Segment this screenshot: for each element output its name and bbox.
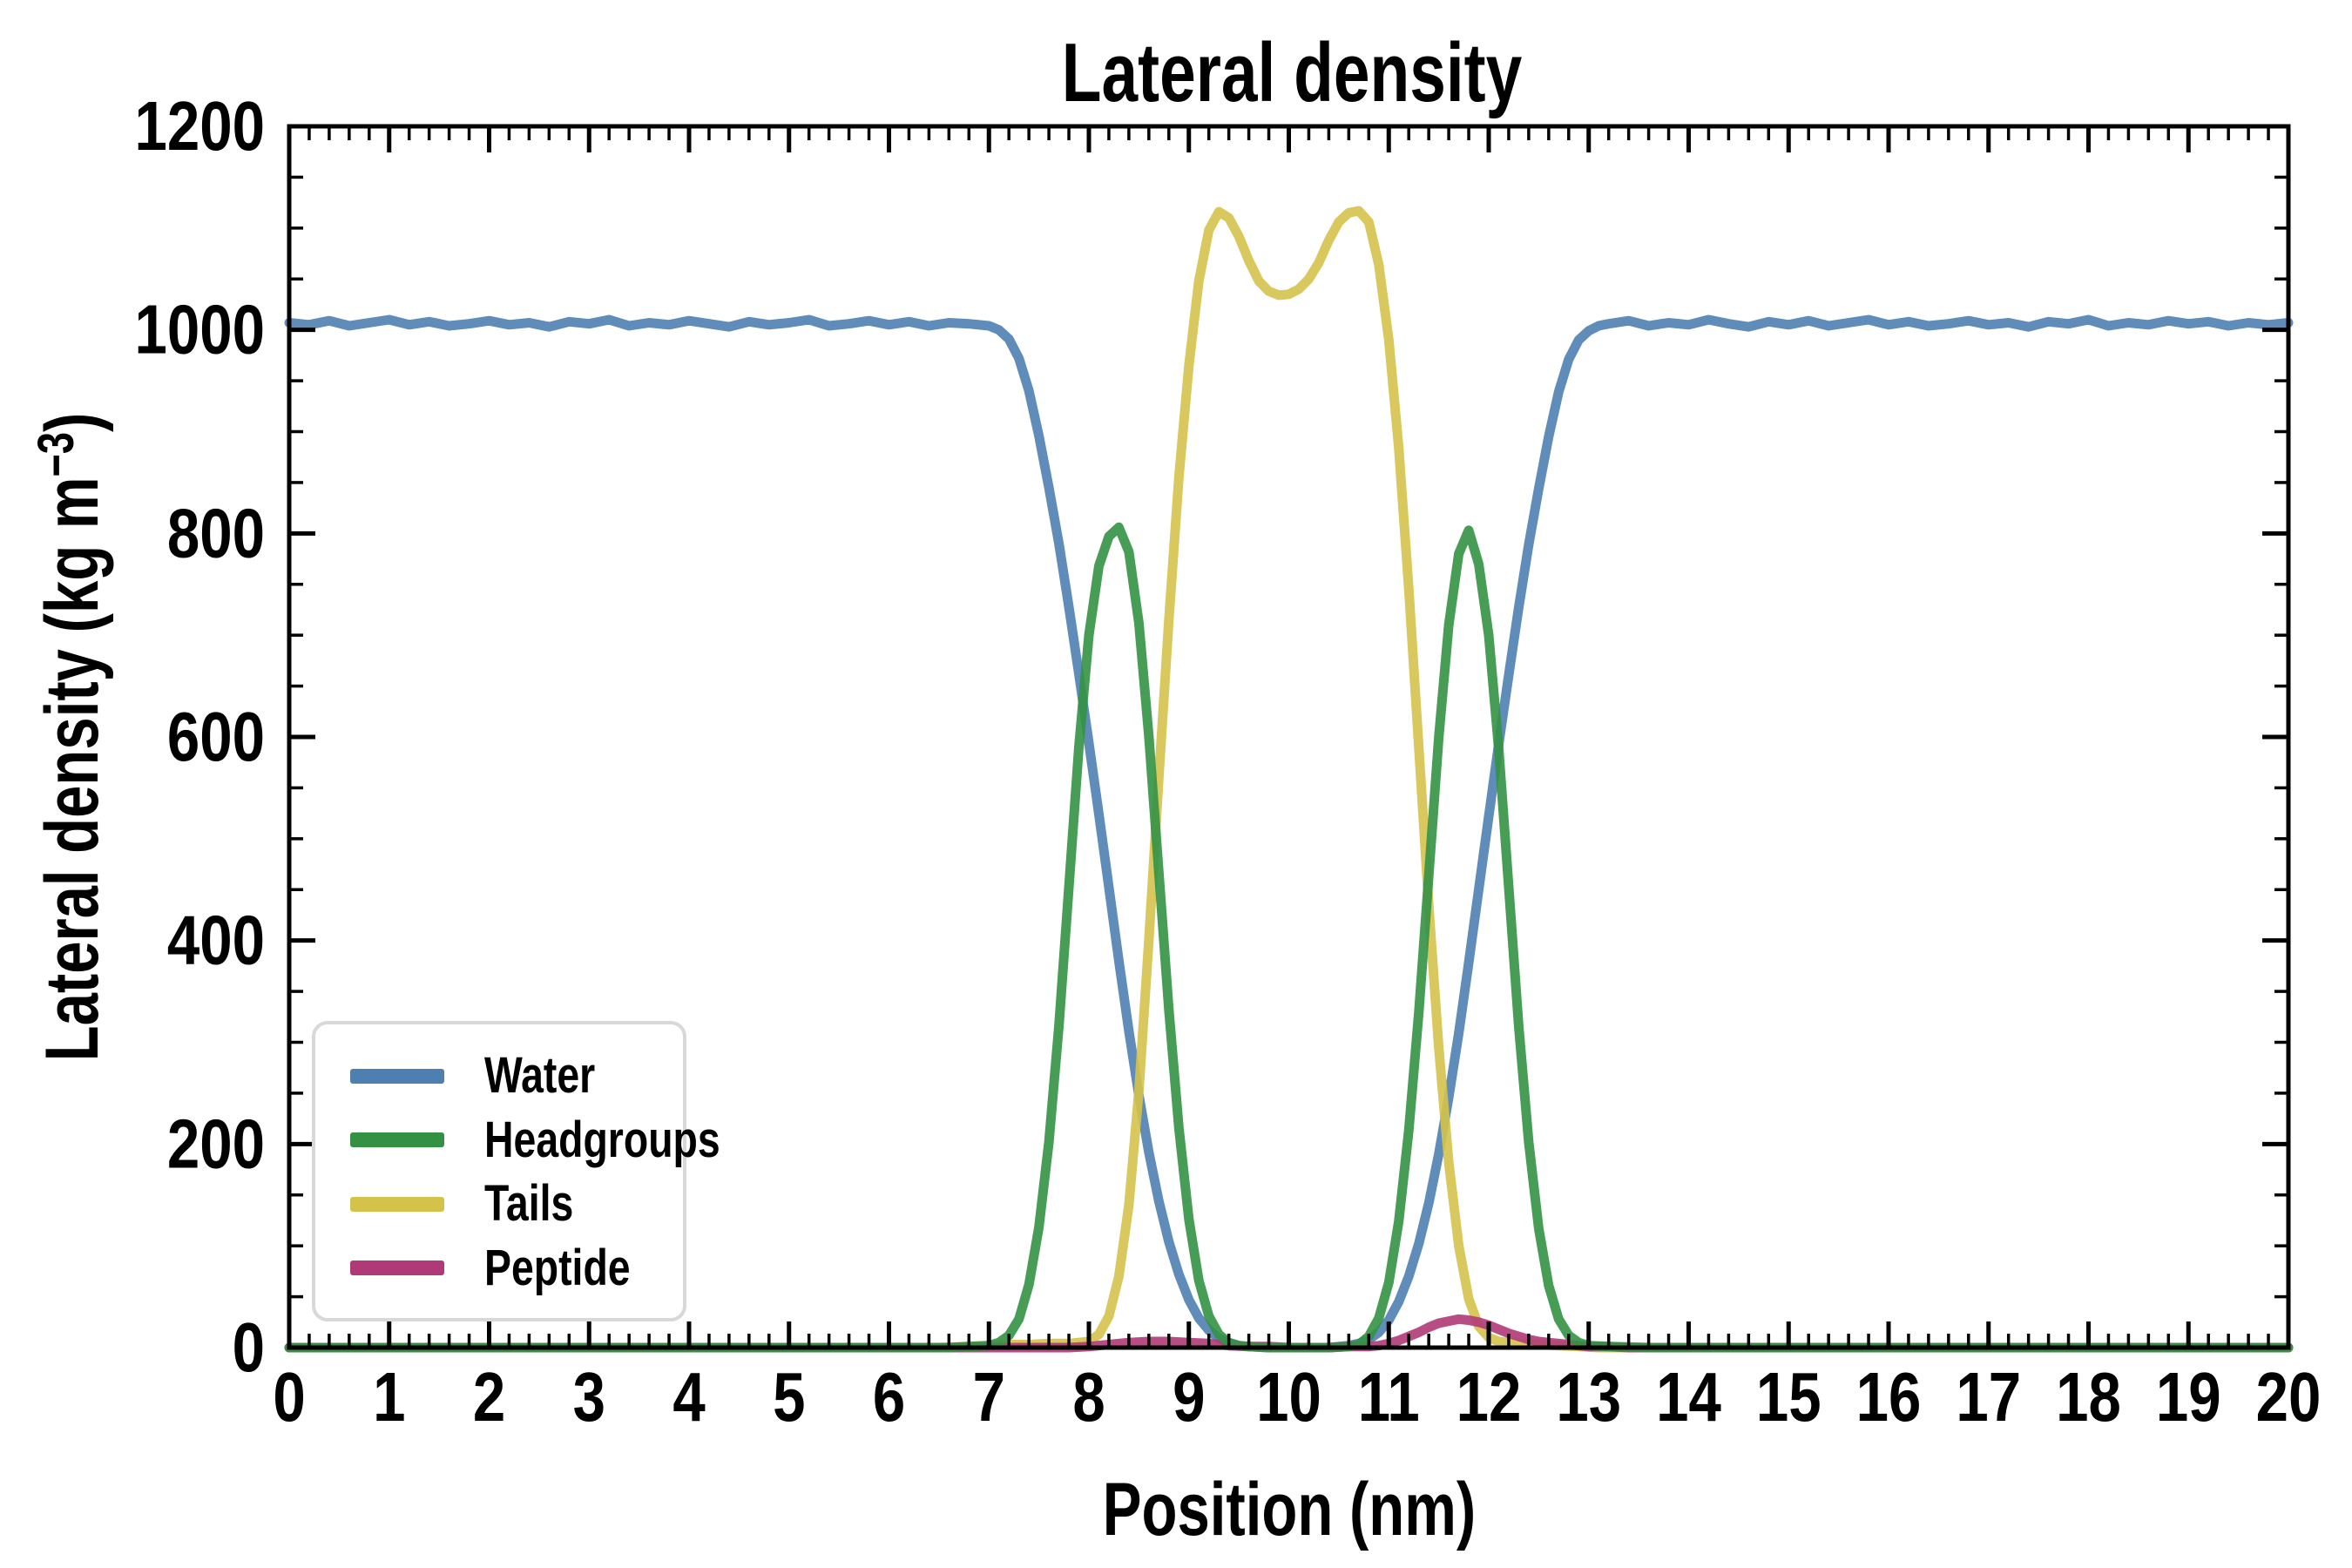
legend-item-label: Headgroups [484, 1111, 720, 1168]
legend-item: Peptide [350, 1239, 674, 1296]
legend-swatch [350, 1196, 444, 1212]
plot-frame [287, 124, 2291, 1350]
y-tick-label: 0 [233, 1308, 265, 1386]
x-tick-label: 10 [1256, 1357, 1321, 1436]
x-tick-label: 0 [273, 1357, 305, 1436]
x-tick-label: 16 [1856, 1357, 1922, 1436]
x-tick-label: 13 [1556, 1357, 1621, 1436]
x-tick-label: 18 [2056, 1357, 2121, 1436]
legend-swatch [350, 1260, 444, 1276]
legend: Water Headgroups Tails Peptide [312, 1021, 720, 1321]
y-tick-label: 200 [167, 1105, 265, 1183]
legend-item: Water [350, 1051, 674, 1101]
x-tick-label: 17 [1956, 1357, 2021, 1436]
x-tick-label: 11 [1358, 1357, 1420, 1436]
x-tick-label: 14 [1656, 1357, 1721, 1436]
x-tick-label: 1 [373, 1357, 405, 1436]
y-tick-label: 1200 [135, 86, 265, 165]
y-tick-label: 1000 [135, 290, 265, 368]
legend-swatch [350, 1068, 444, 1084]
x-tick-label: 20 [2256, 1357, 2322, 1436]
legend-item-label: Peptide [484, 1239, 631, 1296]
x-axis-label: Position (nm) [1103, 1468, 1476, 1551]
x-tick-label: 19 [2156, 1357, 2221, 1436]
y-tick-label: 600 [167, 697, 265, 775]
x-tick-label: 5 [773, 1357, 805, 1436]
x-tick-label: 2 [473, 1357, 505, 1436]
legend-item-label: Water [484, 1047, 596, 1104]
x-tick-label: 4 [672, 1357, 705, 1436]
x-tick-label: 6 [873, 1357, 905, 1436]
x-tick-label: 8 [1072, 1357, 1105, 1436]
y-tick-label: 800 [167, 494, 265, 572]
x-tick-label: 9 [1173, 1357, 1205, 1436]
legend-item-label: Tails [484, 1175, 574, 1233]
x-tick-label: 3 [573, 1357, 605, 1436]
axis-tick-labels: 0 1 2 3 4 5 6 7 8 9 10 11 12 13 14 15 16 17 18 19 2002004006… [135, 86, 2322, 1436]
y-axis-label: Lateral density (kg m−3) [29, 413, 114, 1062]
axis-ticks [287, 124, 2291, 1350]
legend-swatch [350, 1132, 444, 1148]
x-tick-label: 7 [973, 1357, 1005, 1436]
legend-item: Headgroups [350, 1114, 720, 1166]
legend-item: Tails [350, 1179, 674, 1229]
chart-title: Lateral density [1062, 26, 1523, 119]
x-tick-label: 15 [1756, 1357, 1821, 1436]
x-tick-label: 12 [1456, 1357, 1522, 1436]
y-tick-label: 400 [167, 901, 265, 979]
